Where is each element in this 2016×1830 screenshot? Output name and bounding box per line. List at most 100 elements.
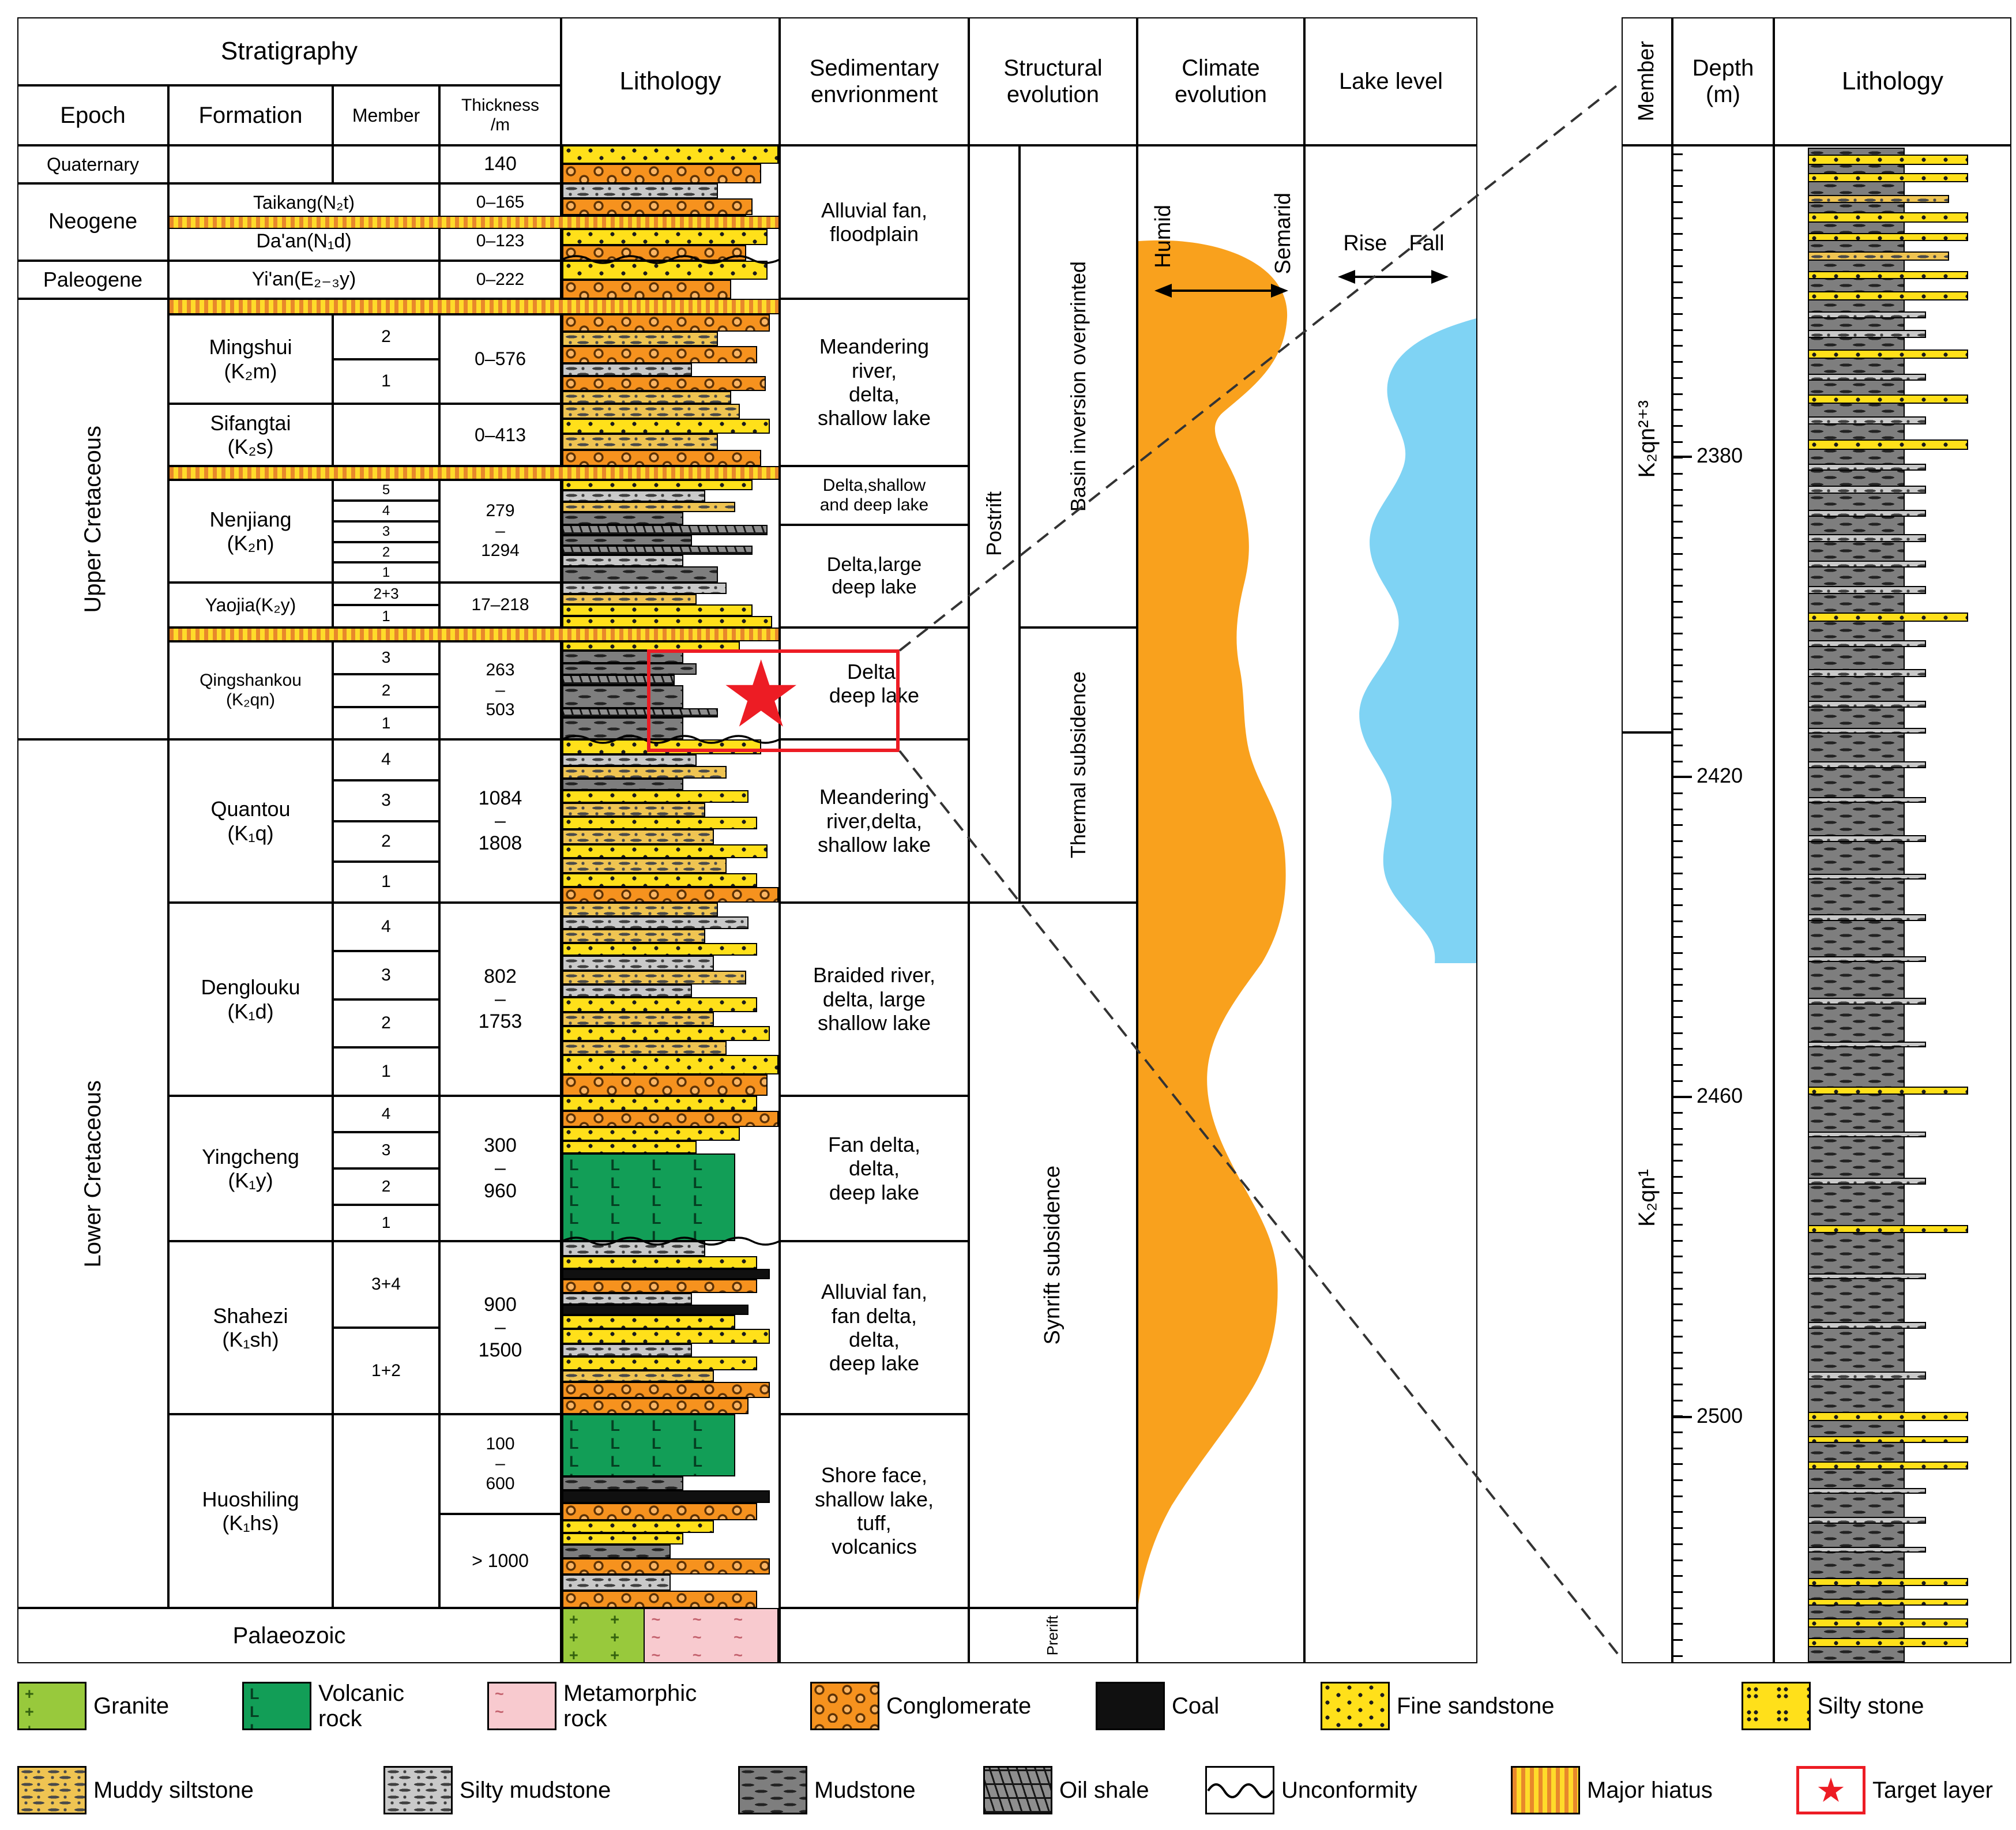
lith-bed-cg (562, 1074, 768, 1096)
major-hiatus-bar (168, 466, 780, 480)
lith-bed-os (562, 525, 768, 535)
lith-bed-md (562, 779, 683, 790)
lith-bed-cg (562, 280, 731, 299)
lith-bed-fs (1808, 1578, 1968, 1586)
lake-fall-label: Fall (1409, 231, 1445, 256)
lith-bed-ms (562, 1012, 714, 1026)
lith-bed-fs (562, 1315, 735, 1329)
thickness-shahezi: 900 – 1500 (439, 1241, 561, 1414)
lithology-header: Lithology (561, 17, 780, 145)
member-yingcheng-3: 3 (333, 1132, 439, 1168)
lith-bed-md (562, 566, 718, 583)
lith-bed-coal (562, 1269, 770, 1279)
depth-minor-tick (1673, 1400, 1683, 1401)
legend-label-conglomerate: Conglomerate (886, 1693, 1032, 1719)
lith-bed-fs (1808, 155, 1968, 165)
depth-minor-tick (1673, 633, 1683, 634)
depth-minor-tick (1673, 1431, 1683, 1433)
thickness-yian: 0–222 (439, 261, 561, 299)
member-denglouku-4: 4 (333, 903, 439, 951)
member-nenjiang-1: 1 (333, 562, 439, 583)
lith-bed-fs (1808, 291, 1968, 300)
target-star-icon: ★ (720, 642, 803, 746)
lith-bed-fs (562, 1356, 757, 1370)
lith-bed-cg (562, 376, 766, 391)
legend-swatch-oil-shale (983, 1766, 1052, 1814)
climate-arrow-icon (1154, 284, 1288, 298)
lith-bed-cg (562, 164, 761, 183)
member-yingcheng-1: 1 (333, 1205, 439, 1241)
depth-minor-tick (1673, 824, 1683, 826)
depth-minor-tick (1673, 1591, 1683, 1593)
depth-minor-tick (1673, 201, 1683, 203)
depth-minor-tick (1673, 1288, 1683, 1290)
thickness-yaojia: 17–218 (439, 583, 561, 627)
lith-bed-cg (562, 1279, 757, 1293)
lith-bed-md (562, 512, 683, 525)
depth-minor-tick (1673, 968, 1683, 970)
legend-swatch-granite: + + + + + + + + + + + + + + + + + + (17, 1682, 86, 1730)
major-hiatus-bar (168, 299, 780, 314)
depth-minor-tick (1673, 1607, 1683, 1609)
lith-bed-sm (1808, 874, 1926, 880)
lith-bed-sm (1808, 914, 1926, 921)
legend-label-target-layer: Target layer (1872, 1778, 1993, 1803)
lith-bed-sm (1808, 640, 1926, 647)
detail-member-k2qn1: K₂qn¹ (1622, 732, 1672, 1663)
depth-major-tick (1673, 1096, 1692, 1098)
legend-label-mudstone: Mudstone (814, 1778, 916, 1803)
lith-bed-coal (562, 1305, 749, 1315)
thickness-denglouku: 802 – 1753 (439, 903, 561, 1096)
sed-env-fan-delta: Fan delta, delta, deep lake (780, 1096, 969, 1241)
legend-swatch-coal (1096, 1682, 1165, 1730)
member-denglouku-2: 2 (333, 999, 439, 1047)
epoch-paleogene: Paleogene (17, 261, 168, 299)
formation-yian: Yi'an(E₂₋₃y) (168, 261, 439, 299)
member-yingcheng-2: 2 (333, 1168, 439, 1205)
lith-bed-ms (1808, 195, 1949, 203)
lith-bed-sm (1808, 1371, 1926, 1380)
lith-bed-coal (562, 1490, 770, 1503)
depth-minor-tick (1673, 1224, 1683, 1226)
depth-minor-tick (1673, 361, 1683, 363)
lith-bed-fs (1808, 233, 1968, 241)
formation-sifangtai: Sifangtai (K₂s) (168, 404, 333, 466)
lith-bed-fs (1808, 439, 1968, 450)
depth-minor-tick (1673, 1384, 1683, 1385)
member-sifangtai-empty (333, 404, 439, 466)
member-yaojia-2-3: 2+3 (333, 583, 439, 605)
lith-bed-fs (1808, 350, 1968, 359)
depth-minor-tick (1673, 856, 1683, 858)
lith-bed-fs (562, 1055, 778, 1074)
legend-swatch-conglomerate (810, 1682, 879, 1730)
lith-bed-fs (562, 1127, 740, 1141)
legend-label-granite: Granite (93, 1693, 170, 1719)
detail-depth-column (1672, 145, 1774, 1663)
depth-minor-tick (1673, 904, 1683, 906)
depth-minor-tick (1673, 489, 1683, 491)
epoch-neogene: Neogene (17, 183, 168, 261)
lith-bed-sm (1808, 311, 1926, 318)
depth-minor-tick (1673, 952, 1683, 954)
lith-bed-os (562, 546, 753, 555)
lith-bed-cg (562, 1558, 770, 1575)
member-nenjiang-3: 3 (333, 521, 439, 542)
legend-swatch-major-hiatus (1511, 1766, 1580, 1814)
depth-minor-tick (1673, 217, 1683, 219)
unconformity-line (562, 255, 780, 264)
lake-rise-label: Rise (1343, 231, 1387, 256)
legend-label-coal: Coal (1172, 1693, 1220, 1719)
lith-bed-cg (562, 1591, 757, 1608)
lith-bed-ms (562, 502, 735, 512)
legend-label-major-hiatus: Major hiatus (1587, 1778, 1713, 1803)
epoch-upper-cretaceous: Upper Cretaceous (17, 299, 168, 739)
legend-label-muddy-siltstone: Muddy siltstone (93, 1778, 254, 1803)
thickness-header: Thickness /m (439, 85, 561, 145)
lith-bed-vol: L L L L L L L L L L L L L L L L L L L L … (562, 1153, 735, 1241)
lith-bed-ms (562, 594, 697, 604)
depth-minor-tick (1673, 1352, 1683, 1354)
lith-bed-fs (562, 873, 757, 887)
legend-label-oil-shale: Oil shale (1059, 1778, 1149, 1803)
member-qingshankou-1: 1 (333, 707, 439, 739)
